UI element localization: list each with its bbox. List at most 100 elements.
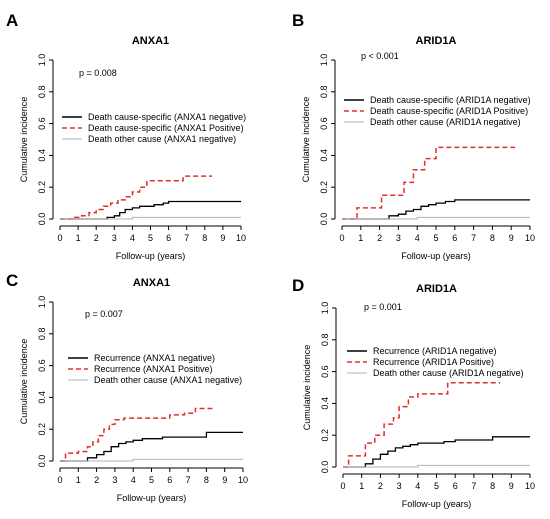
panel-letter: B: [292, 11, 304, 30]
series-line-positive: [343, 381, 501, 468]
legend-entry: Death other cause (ANXA1 negative): [94, 375, 242, 385]
y-tick-label: 0.8: [319, 86, 329, 99]
x-tick-label: 3: [112, 233, 117, 243]
x-tick-label: 9: [220, 233, 225, 243]
x-tick-label: 0: [339, 233, 344, 243]
y-tick-label: 0.2: [37, 423, 47, 436]
y-axis-label: Cumulative incidence: [301, 97, 311, 183]
series-line-negative: [343, 436, 530, 468]
chart-panel-a: A ANXA1 0 1 2 3 4 5 6 7 8 9 10 0.0 0.2 0.4 0.6 0.8 1.0 Foll…: [6, 11, 246, 261]
y-tick-label: 0.0: [37, 213, 47, 226]
y-tick-label: 0.8: [37, 328, 47, 341]
series-line-negative: [342, 199, 530, 220]
y-tick-label: 0.2: [320, 429, 330, 442]
x-axis-label: Follow-up (years): [401, 251, 471, 261]
y-tick-label: 0.4: [37, 149, 47, 162]
y-axis-label: Cumulative incidence: [19, 339, 29, 425]
y-tick-label: 1.0: [37, 296, 47, 309]
x-tick-label: 8: [490, 233, 495, 243]
y-tick-label: 0.0: [320, 461, 330, 474]
y-tick-label: 0.2: [37, 181, 47, 194]
chart-panel-d: D ARID1A 0 1 2 3 4 5 6 7 8 9 10 0.0 0.2 0.4 0.6 0.8 1.0 Fol…: [292, 276, 535, 509]
x-tick-label: 10: [525, 233, 535, 243]
x-tick-label: 6: [166, 233, 171, 243]
y-tick-label: 0.6: [320, 365, 330, 378]
x-tick-label: 8: [202, 233, 207, 243]
series-line-negative: [60, 431, 243, 462]
x-tick-label: 3: [396, 233, 401, 243]
legend-entry: Death other cause (ARID1A negative): [370, 117, 521, 127]
x-tick-label: 5: [434, 481, 439, 491]
y-tick-label: 0.6: [37, 359, 47, 372]
panel-letter: A: [6, 11, 18, 30]
legend-entry: Recurrence (ARID1A negative): [373, 346, 497, 356]
legend-entry: Death cause-specific (ARID1A negative): [370, 95, 531, 105]
x-tick-label: 6: [167, 475, 172, 485]
y-tick-label: 0.4: [320, 397, 330, 410]
series-line-positive: [60, 407, 214, 462]
x-tick-label: 0: [57, 233, 62, 243]
panel-letter: C: [6, 271, 18, 290]
x-tick-label: 1: [76, 475, 81, 485]
series-line-negative: [60, 200, 241, 220]
p-value-label: p = 0.008: [79, 68, 117, 78]
series-line-other: [343, 464, 530, 468]
x-tick-label: 2: [94, 233, 99, 243]
y-axis-label: Cumulative incidence: [19, 97, 29, 183]
y-axis-label: Cumulative incidence: [302, 345, 312, 431]
x-tick-label: 3: [112, 475, 117, 485]
y-tick-label: 1.0: [320, 302, 330, 315]
x-tick-label: 5: [433, 233, 438, 243]
x-tick-label: 10: [238, 475, 248, 485]
p-value-label: p < 0.001: [361, 51, 399, 61]
panel-letter: D: [292, 276, 304, 295]
x-tick-label: 5: [148, 233, 153, 243]
y-tick-label: 0.4: [37, 391, 47, 404]
chart-panel-b: B ARID1A 0 1 2 3 4 5 6 7 8 9 10 0.0 0.2 0.4 0.6 0.8 1.0 Fol…: [292, 11, 535, 261]
x-tick-label: 7: [184, 233, 189, 243]
x-tick-label: 6: [453, 481, 458, 491]
chart-title: ARID1A: [416, 283, 457, 295]
series-line-other: [342, 216, 530, 220]
y-tick-label: 0.8: [37, 86, 47, 99]
x-tick-label: 0: [57, 475, 62, 485]
x-axis-label: Follow-up (years): [117, 493, 187, 503]
x-tick-label: 1: [76, 233, 81, 243]
x-tick-label: 8: [204, 475, 209, 485]
y-tick-label: 0.6: [37, 117, 47, 130]
y-tick-label: 0.0: [37, 455, 47, 468]
series-line-positive: [342, 146, 515, 220]
legend-entry: Recurrence (ANXA1 Positive): [94, 364, 213, 374]
x-tick-label: 1: [358, 233, 363, 243]
y-tick-label: 1.0: [37, 54, 47, 67]
y-tick-label: 0.8: [320, 334, 330, 347]
legend-entry: Death cause-specific (ANXA1 negative): [88, 112, 246, 122]
series-line-other: [60, 458, 243, 462]
legend-entry: Recurrence (ARID1A Positive): [373, 357, 494, 367]
legend-entry: Death other cause (ARID1A negative): [373, 368, 524, 378]
x-tick-label: 2: [94, 475, 99, 485]
x-tick-label: 10: [236, 233, 246, 243]
legend-entry: Recurrence (ANXA1 negative): [94, 353, 215, 363]
series-line-other: [60, 216, 241, 220]
legend-entry: Death other cause (ANXA1 negative): [88, 134, 236, 144]
x-tick-label: 4: [415, 233, 420, 243]
x-tick-label: 6: [452, 233, 457, 243]
x-tick-label: 10: [525, 481, 535, 491]
legend-entry: Death cause-specific (ARID1A Positive): [370, 106, 528, 116]
x-tick-label: 2: [377, 233, 382, 243]
x-axis-label: Follow-up (years): [402, 499, 472, 509]
p-value-label: p = 0.001: [364, 302, 402, 312]
chart-title: ARID1A: [416, 35, 457, 47]
x-tick-label: 9: [222, 475, 227, 485]
x-tick-label: 4: [130, 233, 135, 243]
legend-entry: Death cause-specific (ANXA1 Positive): [88, 123, 244, 133]
x-tick-label: 7: [186, 475, 191, 485]
x-tick-label: 9: [509, 481, 514, 491]
x-tick-label: 4: [415, 481, 420, 491]
x-tick-label: 8: [490, 481, 495, 491]
y-tick-label: 0.2: [319, 181, 329, 194]
y-tick-label: 0.4: [319, 149, 329, 162]
x-tick-label: 9: [509, 233, 514, 243]
